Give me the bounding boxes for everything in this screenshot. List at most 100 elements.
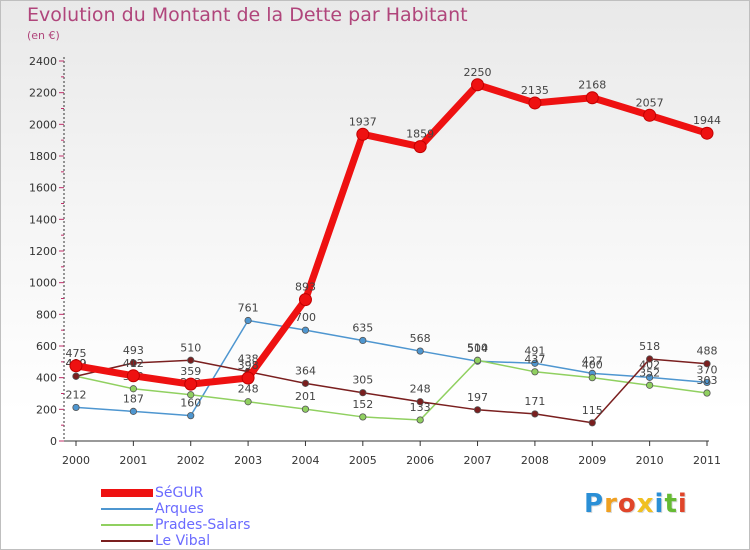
data-point-prades-salars	[301, 405, 310, 413]
data-label-le-vibal: 438	[238, 353, 259, 366]
data-point-arques	[703, 378, 711, 387]
data-label-le-vibal: 197	[467, 391, 488, 404]
y-tick-label: 1000	[29, 277, 57, 290]
data-label-segur: 398	[238, 359, 259, 372]
data-label-prades-salars: 152	[352, 398, 373, 411]
logo-letter: t	[664, 489, 678, 519]
y-tick-label: 0	[50, 435, 57, 448]
data-point-segur	[298, 293, 312, 307]
y-tick-label: 400	[36, 372, 57, 385]
data-point-arques	[129, 407, 137, 415]
data-label-segur: 2057	[636, 96, 664, 109]
data-point-segur	[69, 359, 83, 373]
data-point-prades-salars	[244, 398, 252, 406]
x-tick-label: 2002	[177, 454, 205, 467]
x-tick-label: 2005	[349, 454, 377, 467]
data-point-le-vibal	[301, 379, 310, 387]
data-label-le-vibal: 364	[295, 364, 316, 377]
y-tick-label: 1800	[29, 150, 57, 163]
data-point-prades-salars	[588, 374, 596, 382]
data-label-arques: 370	[697, 363, 718, 376]
logo-letter: x	[636, 489, 655, 519]
data-label-arques: 402	[639, 358, 660, 371]
data-point-arques	[301, 326, 310, 334]
data-label-arques: 212	[66, 388, 87, 401]
data-label-le-vibal: 518	[639, 340, 660, 353]
data-point-segur	[184, 377, 198, 391]
data-point-prades-salars	[416, 416, 424, 424]
data-point-arques	[187, 412, 195, 420]
data-label-segur: 2168	[578, 79, 606, 92]
unit-label: (en €)	[27, 29, 60, 42]
data-point-segur	[126, 369, 140, 383]
legend-label-prades-salars: Prades-Salars	[155, 517, 251, 533]
x-tick-label: 2011	[693, 454, 721, 467]
data-label-le-vibal: 248	[410, 383, 431, 396]
legend-swatch-le-vibal	[101, 540, 153, 542]
data-point-segur	[528, 96, 542, 110]
data-label-le-vibal: 510	[180, 341, 201, 354]
data-label-segur: 1944	[693, 114, 721, 127]
data-label-arques: 160	[180, 397, 201, 410]
y-tick-label: 2000	[29, 118, 57, 131]
logo-letter: i	[677, 489, 688, 519]
data-point-le-vibal	[187, 356, 195, 364]
data-point-arques	[244, 316, 252, 325]
data-label-prades-salars: 303	[697, 374, 718, 387]
proxiti-logo: Proxiti	[584, 489, 688, 519]
data-label-prades-salars: 437	[524, 353, 545, 366]
data-point-arques	[416, 347, 424, 355]
y-tick-label: 800	[36, 308, 57, 321]
y-tick-label: 2400	[29, 55, 57, 68]
data-label-prades-salars: 201	[295, 390, 316, 403]
legend-swatch-arques	[101, 508, 153, 510]
data-label-arques: 187	[123, 392, 144, 405]
data-point-le-vibal	[72, 372, 80, 380]
x-tick-label: 2004	[291, 454, 319, 467]
x-tick-label: 2001	[119, 454, 147, 467]
data-point-le-vibal	[129, 359, 137, 367]
data-point-prades-salars	[531, 368, 539, 376]
series-line-arques	[75, 319, 708, 417]
x-tick-label: 2007	[464, 454, 492, 467]
data-point-segur	[643, 108, 657, 122]
series-line-segur	[72, 81, 711, 388]
data-label-segur: 2250	[464, 66, 492, 79]
data-label-le-vibal: 493	[123, 344, 144, 357]
data-point-prades-salars	[129, 385, 137, 393]
y-tick-label: 2200	[29, 87, 57, 100]
x-tick-label: 2009	[578, 454, 606, 467]
data-label-prades-salars: 510	[467, 341, 488, 354]
data-point-arques	[72, 403, 80, 412]
y-tick-label: 1400	[29, 213, 57, 226]
x-tick-label: 2008	[521, 454, 549, 467]
data-point-segur	[413, 140, 427, 154]
x-tick-label: 2010	[636, 454, 664, 467]
data-point-le-vibal	[473, 406, 482, 414]
data-point-le-vibal	[588, 419, 596, 427]
legend-label-le-vibal: Le Vibal	[155, 533, 211, 549]
legend-label-segur: SéGUR	[155, 485, 204, 501]
data-point-segur	[585, 91, 599, 105]
data-label-prades-salars: 248	[238, 383, 259, 396]
data-point-segur	[356, 127, 370, 141]
data-label-le-vibal: 488	[697, 345, 718, 358]
legend-swatch-prades-salars	[101, 524, 153, 526]
data-point-prades-salars	[187, 391, 195, 399]
x-tick-label: 2003	[234, 454, 262, 467]
data-point-le-vibal	[531, 410, 539, 418]
y-tick-label: 1600	[29, 182, 57, 195]
data-label-segur: 359	[180, 365, 201, 378]
data-label-arques: 504	[467, 342, 488, 355]
data-label-segur: 1859	[406, 128, 434, 141]
chart-title: Evolution du Montant de la Dette par Hab…	[27, 4, 468, 26]
logo-letter: P	[584, 489, 605, 519]
data-point-prades-salars	[473, 356, 482, 364]
y-tick-label: 200	[36, 403, 57, 416]
data-point-le-vibal	[359, 389, 367, 397]
data-point-prades-salars	[646, 381, 654, 389]
data-label-le-vibal: 115	[582, 404, 603, 417]
data-label-segur: 2135	[521, 84, 549, 97]
logo-letter: i	[654, 489, 665, 519]
